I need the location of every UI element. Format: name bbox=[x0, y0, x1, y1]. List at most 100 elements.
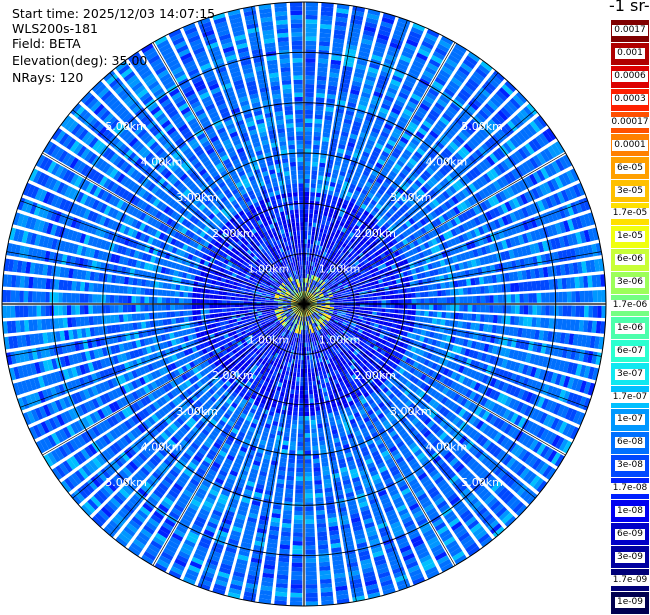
ppi-gate-cell bbox=[288, 463, 295, 468]
ppi-gate-cell bbox=[372, 312, 377, 316]
ppi-gate-cell bbox=[459, 297, 464, 304]
ppi-gate-cell bbox=[575, 277, 580, 289]
ppi-gate-cell bbox=[314, 394, 318, 399]
ppi-gate-cell bbox=[494, 305, 499, 313]
ppi-gate-cell bbox=[288, 362, 292, 367]
ppi-gate-cell bbox=[385, 291, 390, 295]
ppi-gate-cell bbox=[511, 294, 516, 303]
ppi-gate-cell bbox=[282, 519, 291, 524]
ppi-gate-cell bbox=[296, 386, 300, 391]
ppi-gate-cell bbox=[394, 290, 399, 294]
ppi-gate-cell bbox=[305, 144, 312, 149]
ppi-gate-cell bbox=[510, 283, 515, 292]
ppi-gate-cell bbox=[312, 162, 318, 167]
ppi-gate-cell bbox=[347, 299, 352, 301]
ppi-gate-cell bbox=[398, 315, 403, 320]
ppi-gate-cell bbox=[305, 386, 309, 390]
ppi-gate-cell bbox=[319, 41, 330, 46]
ppi-gate-cell bbox=[528, 305, 533, 314]
ppi-gate-cell bbox=[584, 306, 589, 318]
ppi-gate-cell bbox=[407, 293, 412, 298]
ppi-gate-cell bbox=[438, 305, 443, 311]
ppi-gate-cell bbox=[280, 414, 285, 419]
ppi-gate-cell bbox=[309, 257, 311, 262]
ppi-gate-cell bbox=[318, 215, 322, 220]
ppi-gate-cell bbox=[282, 405, 287, 410]
ppi-gate-cell bbox=[318, 67, 328, 72]
ppi-gate-cell bbox=[319, 557, 330, 562]
ppi-gate-cell bbox=[359, 295, 364, 298]
ppi-gate-cell bbox=[316, 89, 325, 94]
ppi-gate-cell bbox=[282, 523, 291, 528]
ppi-gate-cell bbox=[291, 580, 303, 585]
ppi-gate-cell bbox=[593, 306, 598, 318]
ppi-gate-cell bbox=[356, 304, 360, 306]
ppi-gate-cell bbox=[305, 528, 314, 533]
ppi-gate-cell bbox=[316, 358, 319, 363]
ppi-gate-cell bbox=[389, 290, 394, 294]
ppi-gate-cell bbox=[293, 541, 303, 546]
ppi-gate-cell bbox=[462, 322, 467, 329]
ppi-gate-cell bbox=[342, 312, 347, 315]
ppi-gate-cell bbox=[438, 298, 443, 304]
ppi-gate-cell bbox=[305, 106, 313, 111]
ppi-gate-cell bbox=[301, 334, 303, 338]
ppi-gate-cell bbox=[309, 394, 313, 399]
ppi-gate-cell bbox=[298, 338, 300, 343]
ppi-gate-cell bbox=[287, 471, 294, 476]
ppi-gate-cell bbox=[386, 300, 390, 304]
ppi-gate-cell bbox=[579, 276, 584, 288]
ppi-gate-cell bbox=[423, 317, 428, 323]
ppi-gate-cell bbox=[410, 322, 415, 327]
ppi-gate-cell bbox=[402, 288, 407, 293]
ppi-gate-cell bbox=[485, 305, 490, 313]
ppi-gate-cell bbox=[383, 282, 388, 286]
ppi-gate-cell bbox=[418, 280, 423, 286]
ppi-gate-cell bbox=[310, 201, 314, 206]
ppi-gate-cell bbox=[315, 489, 323, 494]
ppi-gate-cell bbox=[288, 402, 293, 407]
ppi-gate-cell bbox=[310, 407, 315, 412]
ppi-gate-cell bbox=[323, 392, 328, 397]
ppi-gate-cell bbox=[323, 128, 331, 133]
ppi-gate-cell bbox=[306, 265, 308, 270]
ppi-gate-cell bbox=[299, 334, 301, 338]
ppi-gate-cell bbox=[306, 580, 318, 585]
ppi-gate-cell bbox=[441, 319, 446, 325]
ppi-gate-cell bbox=[320, 228, 324, 233]
ppi-gate-cell bbox=[514, 283, 519, 292]
ppi-gate-cell bbox=[550, 292, 555, 302]
ppi-gate-cell bbox=[523, 317, 528, 326]
ppi-gate-cell bbox=[280, 458, 287, 463]
ppi-gate-cell bbox=[308, 373, 311, 378]
ppi-gate-cell bbox=[425, 305, 429, 310]
ppi-gate-cell bbox=[299, 403, 303, 407]
ppi-gate-cell bbox=[338, 300, 343, 302]
ppi-gate-cell bbox=[403, 310, 408, 314]
ppi-gate-cell bbox=[540, 280, 545, 290]
ppi-gate-cell bbox=[334, 299, 338, 301]
ppi-gate-cell bbox=[489, 315, 494, 323]
ppi-scan-plot: 1.00km1.00km1.00km1.00km2.00km2.00km2.00… bbox=[0, 0, 608, 610]
ppi-gate-cell bbox=[416, 293, 421, 298]
ppi-gate-cell bbox=[305, 420, 310, 424]
ppi-gate-cell bbox=[563, 306, 568, 317]
ppi-gate-cell bbox=[297, 451, 303, 456]
ppi-gate-cell bbox=[379, 321, 384, 325]
ppi-gate-cell bbox=[286, 357, 290, 362]
ppi-gate-cell bbox=[367, 287, 372, 291]
ppi-gate-cell bbox=[306, 571, 317, 576]
ppi-gate-cell bbox=[316, 245, 319, 250]
ppi-gate-cell bbox=[316, 102, 325, 107]
ppi-gate-cell bbox=[311, 188, 316, 193]
ppi-gate-cell bbox=[305, 127, 312, 132]
ppi-gate-cell bbox=[300, 382, 303, 386]
ppi-gate-cell bbox=[374, 323, 379, 327]
ppi-gate-cell bbox=[305, 541, 315, 546]
ppi-gate-cell bbox=[319, 206, 324, 211]
ppi-gate-cell bbox=[296, 351, 299, 356]
ppi-gate-cell bbox=[309, 218, 313, 223]
ppi-gate-cell bbox=[305, 101, 313, 106]
ppi-gate-cell bbox=[307, 248, 310, 253]
ppi-gate-cell bbox=[305, 390, 309, 394]
